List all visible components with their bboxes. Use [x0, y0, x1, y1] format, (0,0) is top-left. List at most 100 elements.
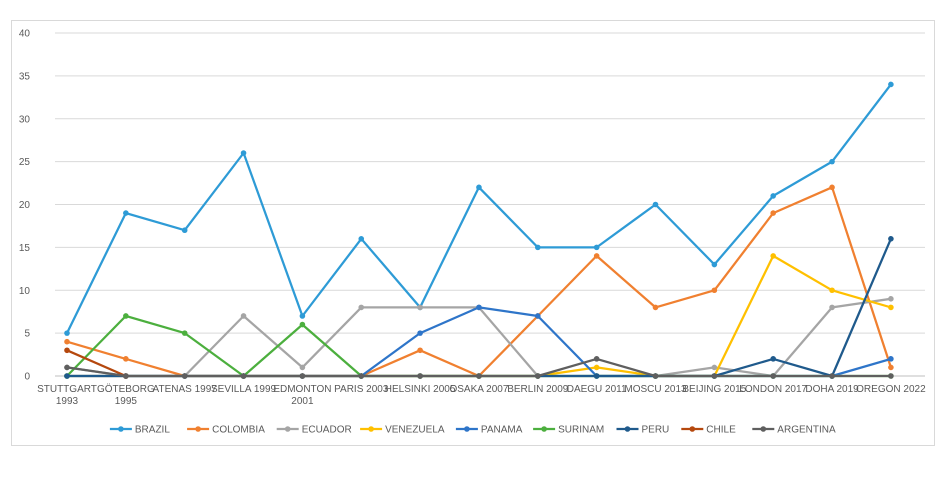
data-point-panama [476, 304, 482, 311]
data-point-brazil [535, 244, 541, 251]
data-point-brazil [888, 81, 894, 88]
chart-frame: 0 5 10 15 20 25 30 35 40 STUTTGART 1993 GÖTEBORG 199… [11, 20, 935, 446]
data-point-brazil [829, 158, 835, 165]
legend-label-ecuador: ECUADOR [302, 425, 352, 436]
data-point-peru [770, 356, 776, 362]
data-point-argentina [299, 373, 306, 379]
data-point-venezuela [770, 253, 776, 259]
series-line-chile [65, 349, 127, 378]
series-line-brazil [65, 83, 893, 335]
data-point-colombia [770, 210, 776, 216]
data-point-colombia [888, 364, 894, 371]
data-point-argentina [476, 373, 482, 379]
legend-marker-brazil [118, 426, 124, 432]
data-point-colombia [593, 253, 600, 259]
data-point-argentina [64, 364, 70, 371]
data-point-peru [64, 373, 70, 379]
data-point-brazil [711, 261, 718, 268]
data-point-peru [593, 373, 600, 379]
y-tick-label: 0 [24, 372, 30, 383]
legend-marker-argentina [760, 426, 767, 432]
x-tick-label: PARIS 2003 [334, 384, 389, 395]
data-point-venezuela [888, 304, 894, 311]
data-point-venezuela [593, 364, 600, 371]
data-point-panama [535, 313, 541, 319]
legend-marker-panama [464, 426, 470, 432]
x-tick-label: EDMONTON 2001 [273, 384, 331, 407]
legend-label-argentina: ARGENTINA [777, 425, 836, 436]
series-line-venezuela [65, 254, 893, 378]
data-point-chile [64, 347, 70, 354]
legend-label-brazil: BRAZIL [135, 425, 170, 436]
data-point-ecuador [417, 304, 423, 311]
data-point-brazil [770, 193, 776, 199]
data-point-ecuador [888, 296, 894, 302]
y-tick-label: 15 [19, 243, 31, 254]
data-point-surinam [181, 330, 188, 336]
legend-marker-venezuela [368, 426, 374, 432]
data-point-brazil [358, 236, 365, 242]
x-tick-label: BERLIN 2009 [507, 384, 569, 395]
data-point-argentina [240, 373, 247, 379]
x-tick-label: HELSINKI 2005 [385, 384, 456, 395]
data-point-colombia [652, 304, 659, 311]
x-tick-label: MOSCU 2013 [624, 384, 687, 395]
legend-marker-chile [689, 426, 696, 432]
x-tick-label: STUTTGART 1993 [37, 384, 97, 407]
data-point-brazil [240, 150, 247, 156]
data-point-colombia [123, 356, 129, 362]
legend-label-surinam: SURINAM [558, 425, 604, 436]
y-tick-label: 5 [24, 329, 30, 340]
x-tick-label: GÖTEBORG 1995 [97, 383, 155, 407]
data-point-argentina [358, 373, 365, 379]
legend-label-chile: CHILE [706, 425, 736, 436]
data-point-ecuador [358, 304, 365, 311]
legend-label-panama: PANAMA [481, 425, 523, 436]
data-point-brazil [299, 313, 306, 319]
data-point-ecuador [829, 304, 835, 311]
y-tick-label: 40 [19, 29, 31, 40]
data-point-argentina [181, 373, 188, 379]
data-point-peru [888, 236, 894, 242]
series-line-colombia [65, 186, 893, 378]
data-point-colombia [711, 287, 718, 294]
x-tick-label: DOHA 2019 [805, 384, 859, 395]
x-tick-label: DAEGU 2011 [567, 384, 627, 395]
data-point-brazil [593, 244, 600, 251]
x-tick-label: OREGON 2022 [856, 384, 926, 395]
legend-marker-surinam [541, 426, 547, 432]
data-point-surinam [299, 321, 306, 328]
data-point-brazil [123, 210, 129, 216]
y-tick-label: 30 [19, 114, 31, 125]
series-line-panama [65, 306, 893, 378]
data-point-ecuador [299, 364, 306, 371]
x-tick-label: LONDON 2017 [739, 384, 807, 395]
data-point-argentina [711, 373, 718, 379]
data-point-ecuador [240, 313, 247, 319]
data-point-venezuela [829, 287, 835, 294]
data-point-argentina [652, 373, 659, 379]
legend-marker-colombia [195, 426, 201, 432]
data-point-brazil [476, 184, 482, 191]
series-line-surinam [65, 314, 893, 378]
y-tick-label: 10 [19, 286, 31, 297]
data-point-argentina [593, 356, 600, 362]
legend-label-venezuela: VENEZUELA [385, 425, 445, 436]
y-tick-label: 20 [19, 200, 31, 211]
data-point-argentina [535, 373, 541, 379]
data-point-argentina [770, 373, 776, 379]
x-tick-label: BEIJING 2015 [682, 384, 746, 395]
data-point-colombia [829, 184, 835, 191]
legend-label-peru: PERU [642, 425, 670, 436]
data-point-brazil [181, 227, 188, 234]
y-tick-label: 25 [19, 157, 31, 168]
data-point-colombia [417, 347, 423, 354]
legend-marker-peru [624, 426, 631, 432]
data-point-brazil [64, 330, 70, 336]
data-point-colombia [64, 338, 70, 345]
legend-label-colombia: COLOMBIA [212, 425, 265, 436]
data-point-argentina [829, 373, 835, 379]
legend-marker-ecuador [284, 426, 291, 432]
data-point-argentina [123, 373, 129, 379]
